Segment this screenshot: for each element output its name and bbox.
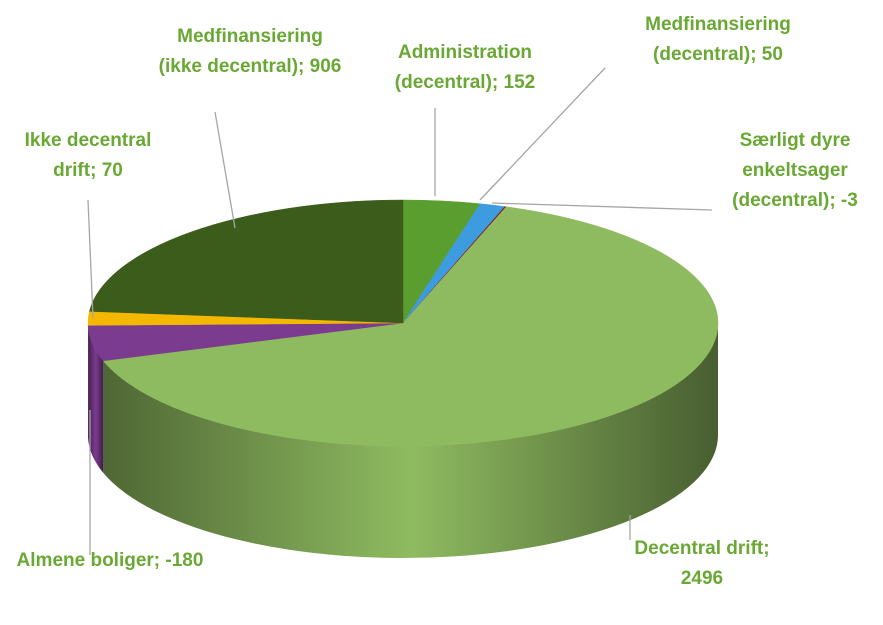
slice-side-shade — [88, 325, 104, 473]
label-name: Decentral drift — [634, 538, 764, 559]
label-separator: ; — [750, 44, 762, 65]
data-label: Ikke decentral drift; 70 — [3, 126, 173, 186]
label-separator: ; — [491, 72, 504, 93]
data-label: Særligt dyre enkeltsager (decentral); -3 — [708, 126, 883, 216]
label-value: -3 — [840, 190, 858, 211]
leader-line — [87, 199, 94, 319]
label-name: Særligt dyre enkeltsager (decentral) — [732, 130, 851, 211]
label-name: Medfinansiering (decentral) — [645, 14, 791, 65]
label-separator: ; — [829, 190, 841, 211]
data-label: Administration (decentral); 152 — [365, 38, 565, 98]
slice — [102, 206, 719, 447]
label-value: 906 — [309, 56, 342, 77]
label-separator: ; — [90, 160, 102, 181]
label-separator: ; — [763, 538, 770, 559]
data-label: Medfinansiering (ikke decentral); 906 — [155, 22, 345, 82]
label-separator: ; — [153, 550, 166, 571]
label-separator: ; — [298, 56, 310, 77]
leader-line — [479, 67, 606, 201]
slice — [89, 199, 404, 324]
label-value: -180 — [165, 550, 204, 571]
label-name: Almene boliger — [16, 550, 154, 571]
label-value: 152 — [503, 72, 536, 93]
data-label: Almene boliger; -180 — [10, 546, 210, 576]
label-name: Medfinansiering (ikke decentral) — [158, 26, 323, 77]
data-label: Medfinansiering (decentral); 50 — [618, 10, 818, 70]
leader-line — [491, 202, 713, 211]
slice-side-shade — [103, 323, 719, 558]
label-value: 70 — [101, 160, 123, 181]
data-label: Decentral drift; 2496 — [612, 534, 792, 594]
leader-line — [214, 111, 236, 229]
label-name: Ikke decentral drift — [24, 130, 152, 181]
label-name: Administration (decentral) — [394, 42, 533, 93]
label-value: 50 — [761, 44, 783, 65]
label-value: 2496 — [680, 568, 724, 589]
